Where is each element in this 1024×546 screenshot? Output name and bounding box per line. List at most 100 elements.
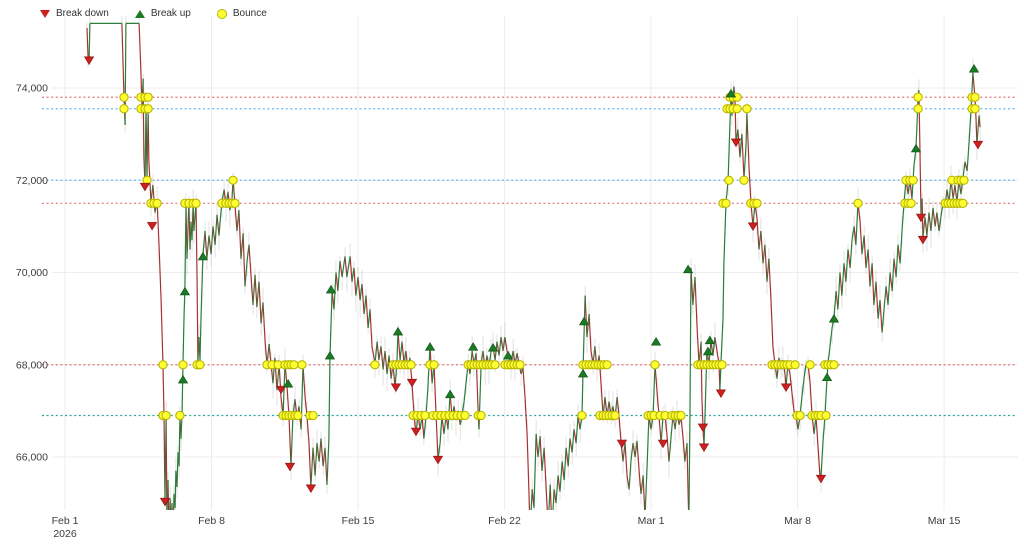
- bounce-marker: [289, 360, 299, 370]
- bounce-marker: [829, 360, 839, 370]
- break-down-marker: [747, 222, 759, 232]
- break-down-marker: [915, 213, 927, 223]
- break-up-marker: [179, 286, 191, 296]
- bounce-marker: [913, 92, 923, 102]
- break-down-marker: [616, 439, 628, 449]
- bounce-marker: [119, 92, 129, 102]
- bounce-marker: [297, 360, 307, 370]
- y-tick-label: 74,000: [16, 83, 48, 95]
- y-tick-label: 72,000: [16, 175, 48, 187]
- x-axis-year-label: 2026: [53, 528, 77, 540]
- bounce-marker: [795, 410, 805, 421]
- bounce-marker: [721, 198, 731, 208]
- bounce-marker: [853, 198, 863, 208]
- x-tick-label: Mar 15: [928, 515, 961, 527]
- y-axis-labels: 66,000 68,000 70,000 72,000 74,000: [16, 83, 48, 464]
- break-up-marker: [324, 350, 336, 360]
- bounce-marker: [406, 360, 416, 370]
- break-down-marker: [305, 484, 317, 494]
- bounce-marker: [308, 410, 318, 421]
- bounce-marker: [970, 92, 980, 102]
- break-up-marker: [910, 143, 922, 153]
- x-tick-label: Feb 15: [342, 515, 375, 527]
- break-up-marker: [502, 350, 514, 360]
- bounce-icon: [216, 8, 227, 19]
- legend-label-bounce: Bounce: [232, 8, 267, 19]
- bounce-marker: [752, 198, 762, 208]
- bounce-marker: [908, 175, 918, 185]
- break-down-marker: [815, 474, 827, 484]
- break-down-marker: [780, 383, 792, 392]
- bounce-marker: [476, 410, 486, 421]
- break-up-marker: [325, 284, 337, 294]
- legend-item-break-down[interactable]: Break down: [40, 8, 109, 19]
- support-resistance-lines: [42, 96, 1016, 417]
- break-up-marker: [968, 63, 980, 73]
- bounce-marker: [577, 410, 587, 421]
- bounce-marker: [175, 410, 185, 421]
- break-up-marker: [821, 372, 833, 382]
- bounce-marker: [420, 410, 430, 421]
- legend-label-break-up: Break up: [150, 8, 191, 19]
- break-up-marker: [282, 379, 294, 388]
- bounce-marker: [970, 104, 980, 114]
- break-up-marker: [424, 342, 436, 351]
- bounce-marker: [228, 175, 238, 185]
- bounce-marker: [143, 104, 153, 114]
- break-up-marker: [197, 251, 209, 261]
- break-down-marker: [432, 455, 444, 465]
- y-tick-label: 68,000: [16, 359, 48, 371]
- legend-label-break-down: Break down: [56, 8, 109, 19]
- bounce-marker: [230, 198, 240, 208]
- x-tick-label: Feb 1: [52, 515, 79, 527]
- bounce-marker: [610, 410, 620, 421]
- bounce-marker: [676, 410, 686, 421]
- break-down-marker: [917, 235, 929, 245]
- bounce-marker: [161, 410, 171, 421]
- break-down-marker: [698, 443, 710, 452]
- x-axis-labels: Feb 1 Feb 8 Feb 15 Feb 22 Mar 1 Mar 8 Mar 15 20…: [52, 515, 961, 540]
- bounce-markers: [119, 92, 980, 421]
- break-down-marker: [410, 427, 422, 437]
- break-down-marker: [139, 182, 151, 192]
- break-up-marker: [704, 335, 715, 345]
- break-down-marker: [284, 462, 296, 472]
- break-down-marker: [972, 140, 984, 150]
- bounce-marker: [293, 410, 303, 421]
- bounce-marker: [739, 175, 749, 185]
- break-down-marker: [730, 138, 742, 148]
- bounce-marker: [191, 198, 201, 208]
- bounce-marker: [805, 360, 815, 370]
- bounce-marker: [742, 104, 752, 114]
- x-tick-label: Mar 1: [638, 515, 665, 527]
- break-up-marker: [444, 389, 456, 399]
- break-down-marker: [390, 383, 402, 392]
- bounce-marker: [821, 410, 831, 421]
- bounce-marker: [724, 175, 734, 185]
- bounce-marker: [959, 175, 969, 185]
- price-line: [86, 16, 981, 510]
- bounce-marker: [119, 104, 129, 114]
- break-down-marker: [406, 378, 418, 388]
- break-down-marker: [657, 439, 669, 449]
- x-tick-label: Feb 22: [488, 515, 521, 527]
- break-up-marker: [828, 313, 840, 323]
- legend-item-break-up[interactable]: Break up: [134, 8, 191, 19]
- break-down-marker: [83, 56, 95, 65]
- break-up-marker: [392, 326, 404, 336]
- bounce-marker: [460, 410, 470, 421]
- break-up-marker: [725, 88, 737, 98]
- bounce-marker: [195, 360, 205, 370]
- bounce-marker: [906, 198, 916, 208]
- legend-item-bounce[interactable]: Bounce: [216, 8, 267, 19]
- y-tick-label: 70,000: [16, 267, 48, 279]
- break-down-marker: [697, 423, 709, 433]
- break-up-marker: [468, 342, 479, 351]
- bounce-marker: [143, 92, 153, 102]
- bounce-marker: [602, 360, 612, 370]
- bounce-marker: [370, 360, 380, 370]
- break-up-marker: [702, 346, 714, 356]
- bounce-marker: [958, 198, 968, 208]
- break-up-marker: [578, 316, 590, 326]
- bounce-marker: [732, 104, 742, 114]
